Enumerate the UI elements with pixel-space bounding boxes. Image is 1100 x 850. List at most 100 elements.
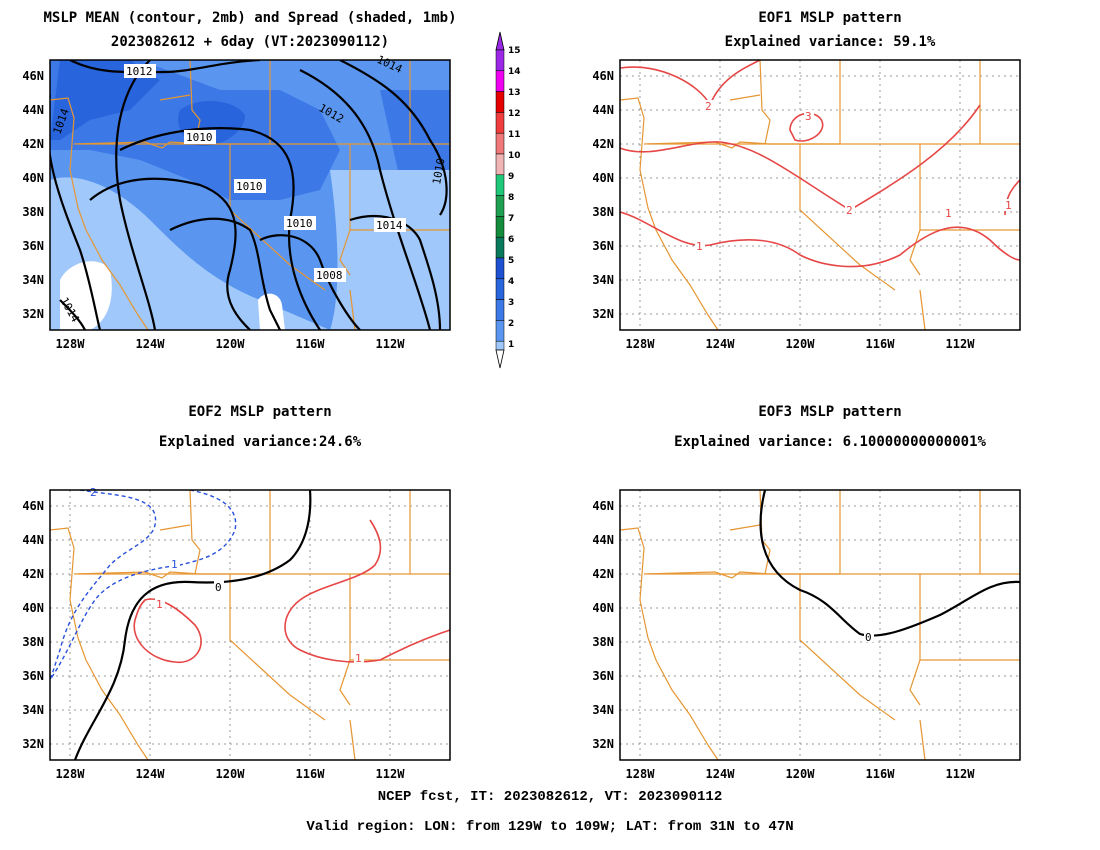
cb-label-5: 5 (508, 256, 514, 266)
mean-subtitle: 2023082612 + 6day (VT:2023090112) (110, 34, 390, 50)
svg-text:124W: 124W (136, 337, 166, 351)
svg-text:1010: 1010 (286, 217, 313, 230)
svg-text:38N: 38N (22, 635, 44, 649)
colorbar: 15 14 13 12 11 10 9 8 7 6 5 4 3 2 1 (495, 31, 521, 369)
svg-text:32N: 32N (592, 737, 614, 751)
cb-label-11: 11 (508, 130, 521, 140)
svg-text:1: 1 (171, 558, 178, 571)
svg-text:40N: 40N (592, 171, 614, 185)
cb-label-4: 4 (508, 277, 514, 287)
svg-text:1008: 1008 (316, 269, 343, 282)
svg-text:36N: 36N (22, 239, 44, 253)
svg-text:46N: 46N (22, 499, 44, 513)
svg-text:128W: 128W (626, 767, 656, 781)
svg-text:112W: 112W (376, 337, 406, 351)
svg-text:46N: 46N (22, 69, 44, 83)
cb-label-8: 8 (508, 193, 514, 203)
cb-label-12: 12 (508, 109, 521, 119)
svg-text:40N: 40N (592, 601, 614, 615)
eof2-subtitle: Explained variance:24.6% (158, 434, 362, 450)
eof3-title: EOF3 MSLP pattern (758, 404, 902, 420)
svg-text:128W: 128W (626, 337, 656, 351)
svg-text:38N: 38N (592, 205, 614, 219)
svg-text:1: 1 (696, 240, 703, 253)
svg-text:1010: 1010 (236, 180, 263, 193)
svg-text:44N: 44N (22, 103, 44, 117)
svg-text:36N: 36N (22, 669, 44, 683)
eof1-title: EOF1 MSLP pattern (758, 10, 902, 26)
svg-text:38N: 38N (592, 635, 614, 649)
svg-text:120W: 120W (216, 767, 246, 781)
svg-text:0: 0 (215, 581, 222, 594)
eof2-title: EOF2 MSLP pattern (188, 404, 332, 420)
cb-label-2: 2 (508, 319, 514, 329)
svg-text:40N: 40N (22, 171, 44, 185)
svg-text:34N: 34N (592, 273, 614, 287)
svg-text:1: 1 (945, 207, 952, 220)
svg-text:124W: 124W (136, 767, 166, 781)
svg-text:1: 1 (1005, 199, 1012, 212)
svg-text:1: 1 (355, 652, 362, 665)
svg-text:46N: 46N (592, 499, 614, 513)
svg-text:112W: 112W (376, 767, 406, 781)
svg-text:34N: 34N (592, 703, 614, 717)
svg-text:116W: 116W (296, 337, 326, 351)
svg-text:40N: 40N (22, 601, 44, 615)
svg-text:120W: 120W (216, 337, 246, 351)
svg-text:116W: 116W (866, 767, 896, 781)
cb-label-7: 7 (508, 214, 514, 224)
svg-text:44N: 44N (592, 533, 614, 547)
cb-label-9: 9 (508, 172, 514, 182)
svg-text:124W: 124W (706, 767, 736, 781)
axis-labels: 46N 44N 42N 40N 38N 36N 34N 32N 128W 124… (22, 69, 975, 781)
svg-text:120W: 120W (786, 767, 816, 781)
footer-line-2: Valid region: LON: from 129W to 109W; LA… (306, 819, 794, 835)
svg-text:42N: 42N (22, 137, 44, 151)
svg-text:112W: 112W (946, 767, 976, 781)
svg-text:32N: 32N (22, 307, 44, 321)
eof3-map: 0 (619, 489, 1021, 761)
cb-label-13: 13 (508, 88, 521, 98)
mean-map (50, 60, 450, 330)
svg-text:34N: 34N (22, 273, 44, 287)
svg-text:1014: 1014 (376, 219, 403, 232)
mean-frame (49, 59, 451, 331)
svg-text:124W: 124W (706, 337, 736, 351)
svg-text:36N: 36N (592, 239, 614, 253)
footer-line-1: NCEP fcst, IT: 2023082612, VT: 202309011… (377, 789, 723, 805)
svg-text:32N: 32N (592, 307, 614, 321)
svg-text:36N: 36N (592, 669, 614, 683)
svg-text:1012: 1012 (126, 65, 153, 78)
eof1-map: 2 3 2 1 1 1 (619, 59, 1021, 331)
cb-label-15: 15 (508, 46, 521, 56)
svg-text:128W: 128W (56, 337, 86, 351)
svg-text:44N: 44N (592, 103, 614, 117)
svg-text:2: 2 (90, 486, 97, 499)
eof1-subtitle: Explained variance: 59.1% (724, 34, 936, 50)
svg-text:1010: 1010 (430, 157, 447, 185)
eof3-contour-labels: 0 (864, 630, 874, 644)
cb-label-14: 14 (508, 67, 521, 77)
svg-text:112W: 112W (946, 337, 976, 351)
svg-text:3: 3 (805, 110, 812, 123)
svg-text:120W: 120W (786, 337, 816, 351)
svg-text:2: 2 (705, 100, 712, 113)
eof2-map: 2 1 0 1 1 (49, 486, 451, 761)
svg-text:2: 2 (846, 204, 853, 217)
svg-text:34N: 34N (22, 703, 44, 717)
cb-label-3: 3 (508, 298, 514, 308)
svg-text:38N: 38N (22, 205, 44, 219)
svg-text:46N: 46N (592, 69, 614, 83)
svg-text:42N: 42N (592, 137, 614, 151)
svg-text:116W: 116W (296, 767, 326, 781)
mean-title: MSLP MEAN (contour, 2mb) and Spread (sha… (43, 10, 457, 26)
svg-text:42N: 42N (22, 567, 44, 581)
svg-text:32N: 32N (22, 737, 44, 751)
svg-text:1: 1 (156, 598, 163, 611)
eof3-subtitle: Explained variance: 6.10000000000001% (674, 434, 986, 450)
svg-text:42N: 42N (592, 567, 614, 581)
cb-label-10: 10 (508, 151, 521, 161)
svg-text:0: 0 (865, 631, 872, 644)
svg-text:1010: 1010 (186, 131, 213, 144)
